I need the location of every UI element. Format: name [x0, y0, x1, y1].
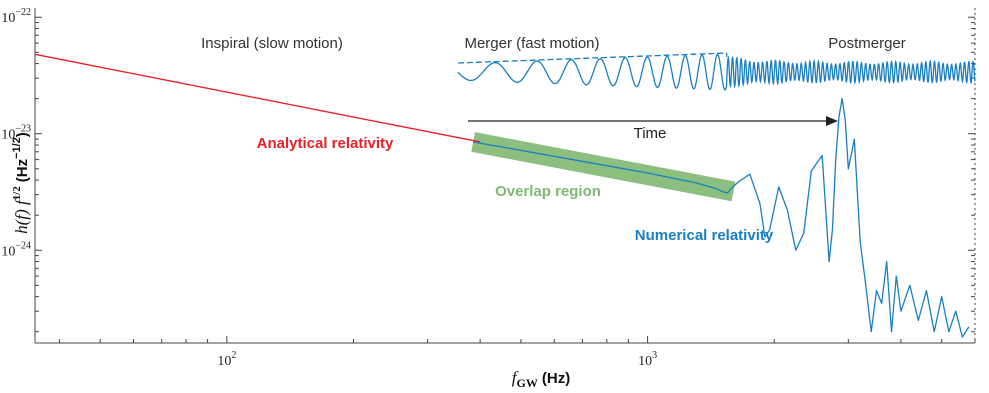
waveform-envelope-dashed	[458, 52, 728, 64]
phase-label-merger: Merger (fast motion)	[464, 35, 599, 52]
y-tick-label-1e-22: 10−22	[1, 7, 31, 26]
x-axis-title: fGW (Hz)	[512, 368, 570, 390]
major-ticks	[35, 16, 975, 343]
y-axis-title: h(f) f1/2(Hz−1/2)	[11, 132, 31, 234]
y-tick-label-1e-24: 10−24	[1, 240, 31, 259]
numerical-relativity-label: Numerical relativity	[635, 227, 774, 244]
analytical-relativity-line	[34, 53, 481, 143]
y-tick-labels: 10−22 10−23 10−24	[1, 7, 31, 259]
overlap-region-label: Overlap region	[495, 183, 601, 200]
plot-frame	[34, 8, 976, 344]
phase-label-postmerger: Postmerger	[828, 35, 906, 52]
analytical-relativity-label: Analytical relativity	[257, 135, 394, 152]
x-tick-label-1e2: 102	[217, 350, 236, 369]
time-arrow-label: Time	[634, 125, 667, 142]
time-arrow: Time	[468, 116, 838, 142]
time-arrow-head	[826, 116, 838, 126]
phase-label-inspiral: Inspiral (slow motion)	[201, 35, 343, 52]
x-tick-label-1e3: 103	[638, 350, 657, 369]
waveform-trace	[457, 53, 976, 91]
minor-ticks	[35, 22, 976, 343]
y-tick-label-1e-23: 10−23	[1, 124, 31, 143]
waveform-inset	[457, 52, 976, 91]
numerical-relativity-line	[473, 98, 970, 338]
plot-series	[34, 53, 970, 338]
x-tick-labels: 102 103	[217, 350, 657, 369]
